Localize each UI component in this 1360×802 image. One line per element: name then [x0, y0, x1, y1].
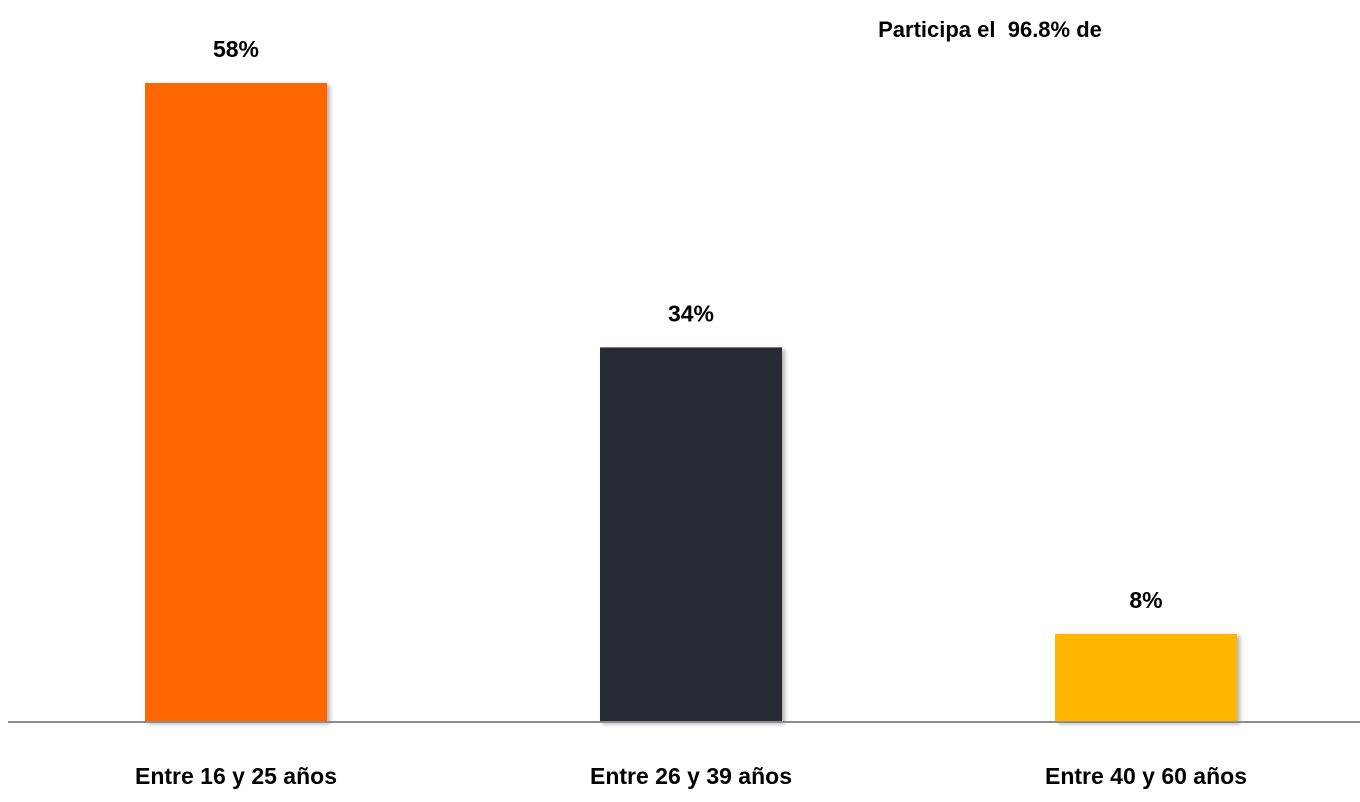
x-tick-label: Entre 16 y 25 años	[135, 763, 337, 789]
x-tick-label: Entre 26 y 39 años	[590, 763, 792, 789]
value-label: 34%	[668, 300, 714, 326]
annotation: Participa el 96.8% de	[878, 17, 1102, 42]
x-tick-label: Entre 40 y 60 años	[1045, 763, 1247, 789]
bar	[1055, 633, 1237, 722]
value-label: 58%	[213, 36, 259, 62]
bar	[145, 83, 327, 722]
value-label: 8%	[1129, 587, 1162, 613]
bar	[600, 347, 782, 722]
